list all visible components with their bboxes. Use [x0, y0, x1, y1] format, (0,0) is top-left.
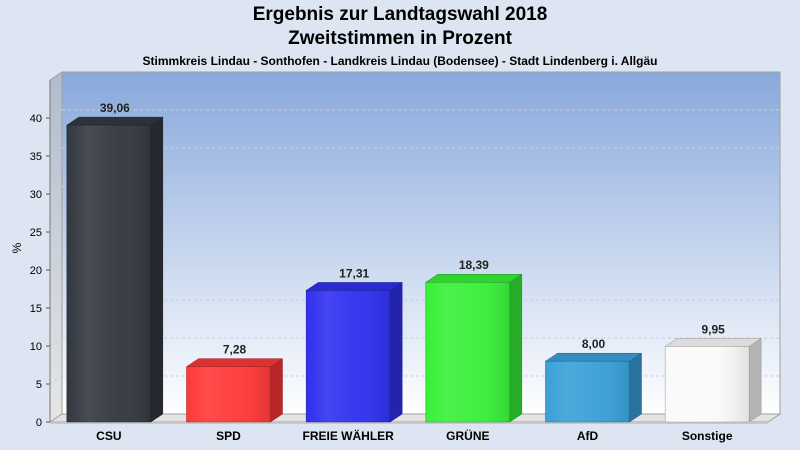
- bar-side: [389, 281, 403, 423]
- bar-side: [509, 273, 523, 423]
- gridline-side: [49, 375, 63, 385]
- bar-value-label: 18,39: [459, 258, 489, 272]
- bar-highlight: [186, 366, 271, 422]
- bar-top: [305, 282, 403, 291]
- y-tick-label: 25: [30, 227, 42, 239]
- plot-back-wall: [61, 71, 781, 415]
- bar-top: [185, 358, 284, 367]
- y-tick-label: 15: [30, 303, 42, 315]
- y-tick-label: 20: [30, 265, 42, 277]
- gridline-side: [49, 185, 63, 195]
- bar-value-label: 7,28: [223, 343, 247, 357]
- plot-floor-edge: [50, 422, 768, 424]
- y-tick-label: 0: [36, 417, 42, 429]
- gridline-side: [49, 299, 63, 309]
- chart-title: Ergebnis zur Landtagswahl 2018: [252, 4, 548, 25]
- bar-side: [270, 358, 283, 423]
- bar-highlight: [545, 361, 630, 422]
- y-tick-label: 35: [30, 151, 42, 163]
- bar-side: [629, 352, 642, 423]
- bar-side: [748, 337, 762, 423]
- x-tick-label: AfD: [577, 429, 599, 443]
- bar-highlight: [665, 346, 750, 422]
- bar-value-label: 8,00: [582, 337, 606, 351]
- y-tick-label: 10: [30, 341, 42, 353]
- plot-side-wall: [49, 71, 63, 423]
- bar-highlight: [425, 282, 510, 422]
- bar-value-label: 9,95: [701, 322, 725, 336]
- y-tick-label: 40: [30, 113, 42, 125]
- y-tick-label: 30: [30, 189, 42, 201]
- gridline-side: [49, 223, 63, 233]
- x-tick-label: GRÜNE: [446, 428, 489, 443]
- bar-top: [66, 116, 164, 126]
- x-tick-label: Sonstige: [682, 429, 733, 443]
- bar-value-label: 17,31: [339, 266, 369, 280]
- chart-subtitle: Zweitstimmen in Prozent: [288, 28, 512, 49]
- bar-value-label: 39,06: [100, 101, 130, 115]
- chart-subtitle-region: Stimmkreis Lindau - Sonthofen - Landkrei…: [142, 54, 658, 68]
- bar-highlight: [306, 290, 391, 422]
- bar-top: [425, 273, 523, 283]
- x-tick-label: SPD: [216, 429, 241, 443]
- gridline-side: [49, 109, 63, 119]
- y-tick-label: 5: [36, 379, 42, 391]
- bar-top: [544, 352, 643, 362]
- bar-side: [150, 116, 164, 423]
- bar-top: [664, 338, 762, 347]
- gridline-side: [49, 147, 63, 157]
- x-tick-label: CSU: [96, 429, 121, 443]
- x-tick-label: FREIE WÄHLER: [302, 428, 394, 443]
- bar-highlight: [66, 125, 151, 423]
- gridline-side: [49, 337, 63, 347]
- gridline-side: [49, 261, 63, 271]
- y-axis-label: %: [10, 242, 24, 253]
